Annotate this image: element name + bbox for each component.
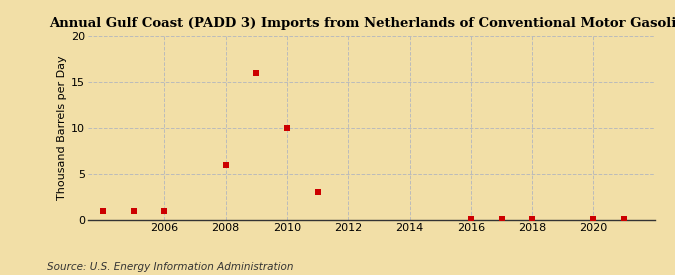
Point <box>159 208 170 213</box>
Point <box>98 208 109 213</box>
Point <box>496 216 507 221</box>
Point <box>588 217 599 221</box>
Point <box>220 163 231 167</box>
Point <box>619 217 630 221</box>
Point <box>281 126 292 130</box>
Point <box>251 70 262 75</box>
Point <box>313 190 323 195</box>
Title: Annual Gulf Coast (PADD 3) Imports from Netherlands of Conventional Motor Gasoli: Annual Gulf Coast (PADD 3) Imports from … <box>49 17 675 31</box>
Point <box>526 217 537 221</box>
Point <box>466 217 477 221</box>
Text: Source: U.S. Energy Information Administration: Source: U.S. Energy Information Administ… <box>47 262 294 272</box>
Point <box>128 208 139 213</box>
Y-axis label: Thousand Barrels per Day: Thousand Barrels per Day <box>57 56 67 200</box>
